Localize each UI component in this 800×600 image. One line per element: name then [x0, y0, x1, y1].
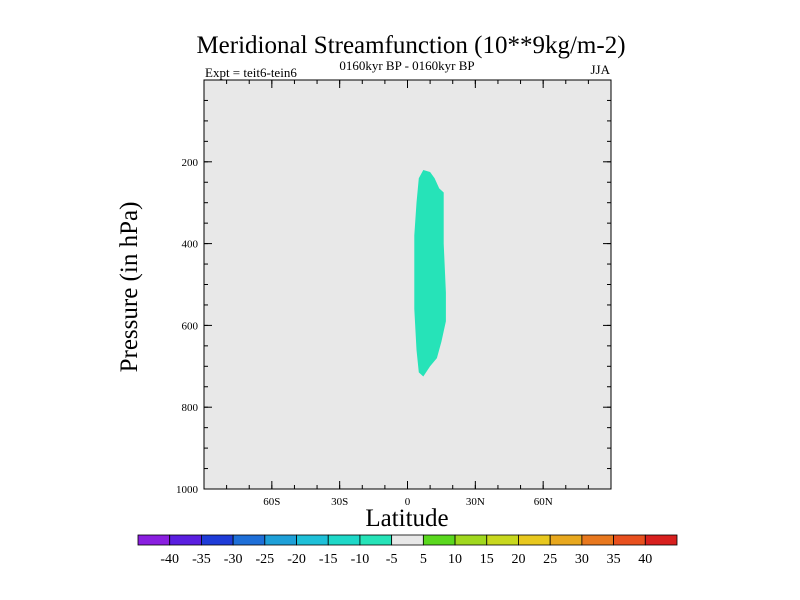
colorbar-label: -25 [255, 552, 274, 567]
colorbar-label: -40 [160, 552, 179, 567]
plot-background [204, 80, 611, 489]
colorbar-label: -30 [224, 552, 243, 567]
colorbar-label: 20 [511, 552, 525, 567]
colorbar-label: -10 [351, 552, 370, 567]
y-tick-label: 1000 [176, 484, 199, 496]
colorbar-box [422, 534, 456, 546]
colorbar-box [232, 534, 266, 546]
colorbar-box [644, 534, 678, 546]
colorbar-label: 10 [448, 552, 462, 567]
colorbar-label: 15 [480, 552, 494, 567]
season-label: JJA [590, 62, 610, 77]
x-tick-label: 60S [263, 496, 280, 508]
chart-title: Meridional Streamfunction (10**9kg/m-2) [196, 32, 625, 59]
colorbar-box [391, 534, 424, 546]
colorbar-box [613, 534, 646, 546]
expt-label: Expt = teit6-tein6 [205, 65, 297, 80]
colorbar-box [264, 534, 297, 546]
colorbar-box [137, 534, 171, 546]
colorbar-box [296, 534, 329, 546]
colorbar-label: 40 [638, 552, 652, 567]
colorbar-box [581, 534, 614, 546]
colorbar-label: -5 [386, 552, 398, 567]
contour-region-0 [414, 170, 446, 377]
y-tick-label: 800 [182, 402, 199, 414]
colorbar-label: 35 [607, 552, 621, 567]
colorbar-label: -20 [287, 552, 306, 567]
x-tick-label: 30S [331, 496, 348, 508]
y-tick-label: 600 [182, 320, 199, 332]
period-label: 0160kyr BP - 0160kyr BP [339, 58, 474, 73]
y-tick-label: 200 [182, 157, 199, 169]
x-tick-label: 0 [405, 496, 411, 508]
x-tick-label: 30N [466, 496, 485, 508]
axis-ticks: 200 400 600 800 1000 60S 30S 0 30N 60N [176, 79, 611, 508]
colorbar-box [201, 534, 234, 546]
colorbar-label: 30 [575, 552, 589, 567]
colorbar-box [486, 534, 519, 546]
colorbar-box [518, 534, 551, 546]
colorbar-box [327, 534, 361, 546]
x-axis-label: Latitude [365, 505, 448, 532]
colorbar-label: 5 [420, 552, 427, 567]
y-axis-label: Pressure (in hPa) [116, 202, 143, 373]
colorbar-box [454, 534, 488, 546]
colorbar-box [359, 534, 393, 546]
colorbar-box [549, 534, 583, 546]
colorbar: -40 -35 -30 -25 -20 -15 -10 -5 5 10 15 20 25 30 35 40 [137, 534, 678, 567]
x-tick-label: 60N [534, 496, 553, 508]
colorbar-label: -35 [192, 552, 211, 567]
colorbar-label: -15 [319, 552, 338, 567]
y-tick-label: 400 [182, 239, 199, 251]
colorbar-label: 25 [543, 552, 557, 567]
colorbar-box [169, 534, 202, 546]
filled-regions [414, 170, 446, 377]
